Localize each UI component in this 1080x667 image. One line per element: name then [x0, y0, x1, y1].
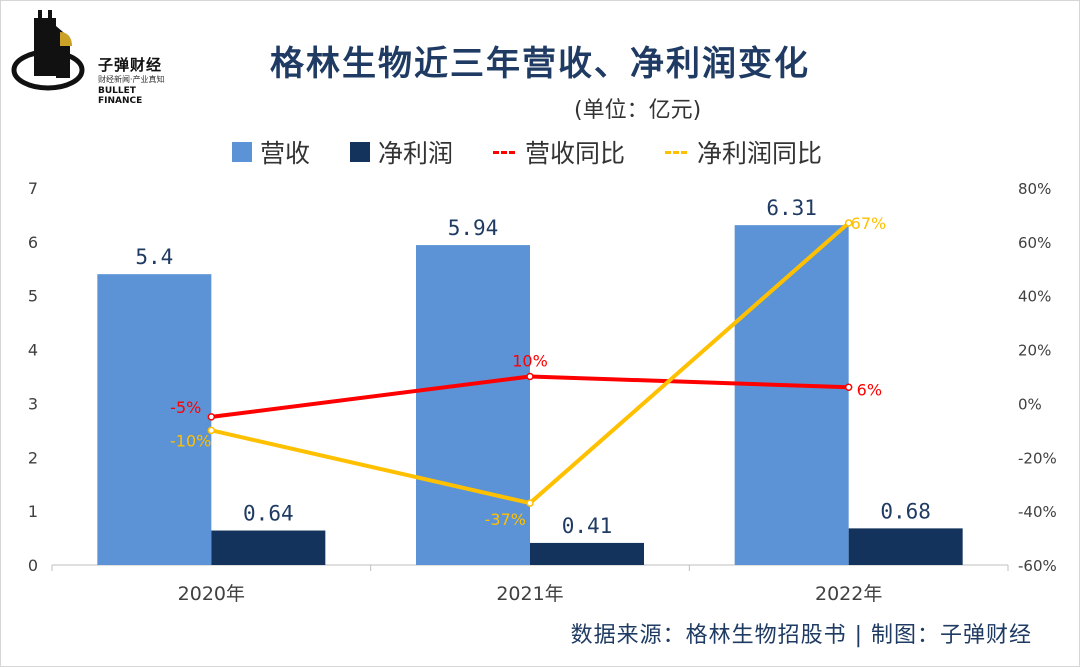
source-note: 数据来源：格林生物招股书 | 制图：子弹财经: [570, 623, 1032, 648]
profit-data-label: 0.68: [880, 499, 931, 523]
legend-item-revenue: 营收: [232, 134, 310, 170]
unit-label: (单位：亿元): [574, 98, 702, 123]
revenue-bar: [97, 274, 212, 565]
revenue-data-label: 5.94: [448, 216, 499, 240]
revenue-yoy-data-label: 6%: [857, 380, 882, 399]
legend-label-profit-yoy: 净利润同比: [697, 139, 823, 168]
left-axis-tick-label: 5: [28, 287, 38, 306]
logo-name: 子弹财经: [98, 56, 163, 74]
left-axis-tick-label: 1: [28, 502, 38, 521]
left-axis-tick-label: 7: [28, 179, 38, 198]
revenue-yoy-point: [207, 413, 216, 421]
profit-bar: [530, 542, 644, 565]
profit-bar: [211, 530, 326, 565]
profit-data-label: 0.41: [562, 514, 613, 538]
revenue-yoy-data-label: 10%: [512, 352, 548, 371]
legend-label-revenue-yoy: 营收同比: [525, 139, 626, 168]
brand-logo: 子弹财经 财经新闻·产业真知 BULLET FINANCE: [8, 8, 168, 106]
right-axis-tick-label: 40%: [1018, 288, 1051, 306]
logo-tagline: 财经新闻·产业真知: [98, 75, 165, 84]
bullet-logo-icon: [11, 10, 85, 91]
profit-yoy-data-label: -37%: [485, 510, 526, 529]
x-axis-category-label: 2022年: [815, 583, 882, 605]
profit-yoy-data-label: 67%: [851, 214, 887, 233]
x-axis-category-label: 2021年: [496, 583, 563, 605]
right-axis-tick-label: 60%: [1018, 234, 1051, 252]
profit-yoy-point: [207, 426, 216, 435]
legend-label-revenue: 营收: [260, 139, 311, 168]
revenue-data-label: 6.31: [766, 196, 817, 220]
legend-swatch-revenue: [232, 142, 252, 162]
profit-data-label: 0.64: [243, 502, 294, 526]
legend-item-profit: 净利润: [350, 134, 453, 170]
right-axis-tick-label: 20%: [1018, 342, 1051, 360]
right-axis-tick-label: 80%: [1018, 180, 1051, 198]
legend-item-profit-yoy: 净利润同比: [665, 134, 822, 170]
profit-yoy-point: [526, 499, 534, 507]
left-axis-tick-label: 3: [28, 394, 38, 413]
legend-line-revenue-yoy: [493, 150, 516, 154]
left-axis-tick-label: 0: [28, 556, 38, 575]
left-axis-tick-label: 4: [28, 341, 38, 360]
revenue-bar: [416, 245, 530, 566]
profit-bar: [848, 528, 963, 565]
right-axis-tick-label: 0%: [1018, 395, 1042, 413]
revenue-data-label: 5.4: [135, 245, 173, 269]
x-axis-category-label: 2020年: [178, 583, 245, 605]
right-axis-tick-label: -40%: [1018, 503, 1057, 521]
revenue-yoy-point: [526, 372, 534, 381]
revenue-yoy-point: [844, 383, 853, 392]
revenue-bar: [734, 225, 849, 565]
right-axis-tick-label: -60%: [1018, 557, 1057, 575]
legend-item-revenue-yoy: 营收同比: [493, 134, 625, 170]
revenue-yoy-data-label: -5%: [170, 398, 201, 417]
right-axis-tick-label: -20%: [1018, 449, 1057, 467]
profit-yoy-point: [844, 219, 853, 227]
chart-title: 格林生物近三年营收、净利润变化: [270, 44, 810, 84]
left-axis-tick-label: 6: [28, 233, 38, 252]
legend-swatch-profit: [350, 142, 371, 162]
legend-label-profit: 净利润: [378, 139, 454, 168]
legend: 营收 净利润 营收同比 净利润同比: [232, 134, 862, 170]
legend-line-profit-yoy: [665, 150, 688, 154]
logo-english: BULLET FINANCE: [98, 86, 143, 106]
profit-yoy-data-label: -10%: [170, 431, 211, 450]
left-axis-tick-label: 2: [28, 448, 38, 467]
